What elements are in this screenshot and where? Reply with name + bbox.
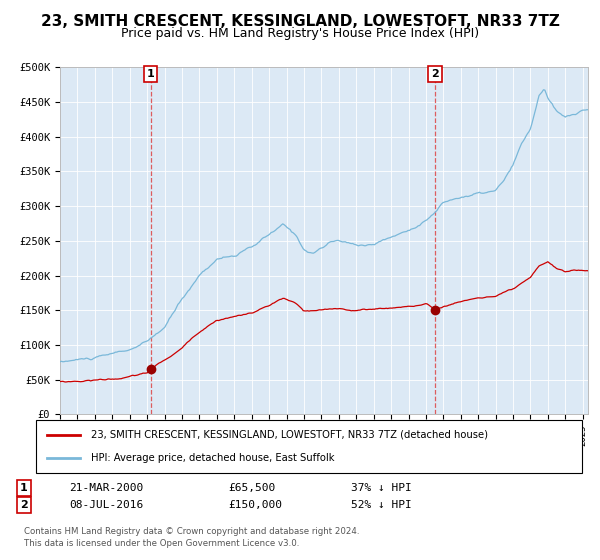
Text: 21-MAR-2000: 21-MAR-2000 (69, 483, 143, 493)
Text: 23, SMITH CRESCENT, KESSINGLAND, LOWESTOFT, NR33 7TZ (detached house): 23, SMITH CRESCENT, KESSINGLAND, LOWESTO… (91, 430, 488, 440)
Text: This data is licensed under the Open Government Licence v3.0.: This data is licensed under the Open Gov… (24, 539, 299, 548)
Text: 1: 1 (20, 483, 28, 493)
Text: 52% ↓ HPI: 52% ↓ HPI (351, 500, 412, 510)
Text: 2: 2 (431, 69, 439, 79)
Text: 2: 2 (20, 500, 28, 510)
Text: 37% ↓ HPI: 37% ↓ HPI (351, 483, 412, 493)
Text: 23, SMITH CRESCENT, KESSINGLAND, LOWESTOFT, NR33 7TZ: 23, SMITH CRESCENT, KESSINGLAND, LOWESTO… (41, 14, 559, 29)
FancyBboxPatch shape (36, 420, 582, 473)
Text: £150,000: £150,000 (228, 500, 282, 510)
Text: 1: 1 (147, 69, 155, 79)
Text: Contains HM Land Registry data © Crown copyright and database right 2024.: Contains HM Land Registry data © Crown c… (24, 528, 359, 536)
Text: HPI: Average price, detached house, East Suffolk: HPI: Average price, detached house, East… (91, 453, 334, 463)
Text: Price paid vs. HM Land Registry's House Price Index (HPI): Price paid vs. HM Land Registry's House … (121, 27, 479, 40)
Text: £65,500: £65,500 (228, 483, 275, 493)
Text: 08-JUL-2016: 08-JUL-2016 (69, 500, 143, 510)
